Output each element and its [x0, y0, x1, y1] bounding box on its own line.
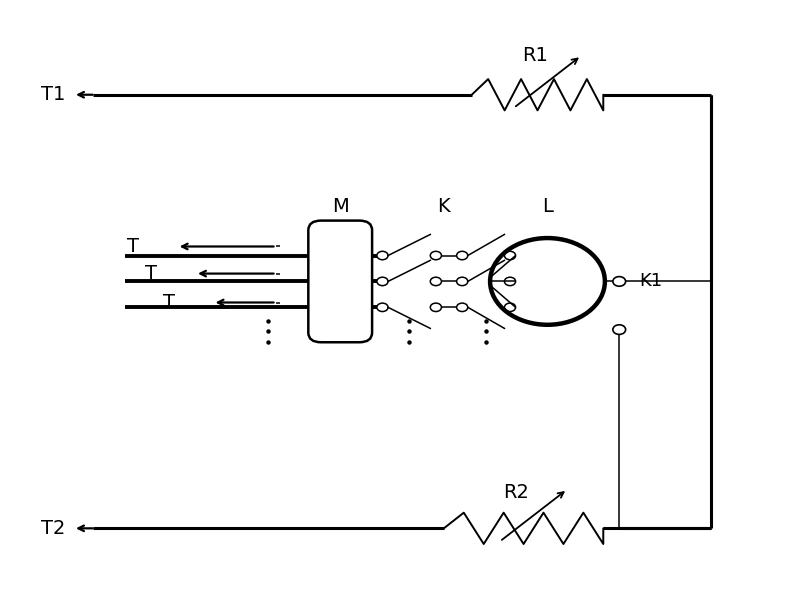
FancyBboxPatch shape: [308, 221, 372, 342]
Text: L: L: [542, 197, 553, 215]
Text: R1: R1: [522, 46, 549, 65]
Text: T: T: [146, 264, 158, 283]
Text: T: T: [163, 293, 175, 312]
Text: K1: K1: [639, 272, 662, 290]
Text: T2: T2: [41, 519, 66, 538]
Text: M: M: [332, 197, 349, 215]
Text: T: T: [127, 237, 139, 256]
Text: K: K: [438, 197, 450, 215]
Text: R2: R2: [502, 483, 529, 502]
Text: T1: T1: [41, 85, 66, 104]
